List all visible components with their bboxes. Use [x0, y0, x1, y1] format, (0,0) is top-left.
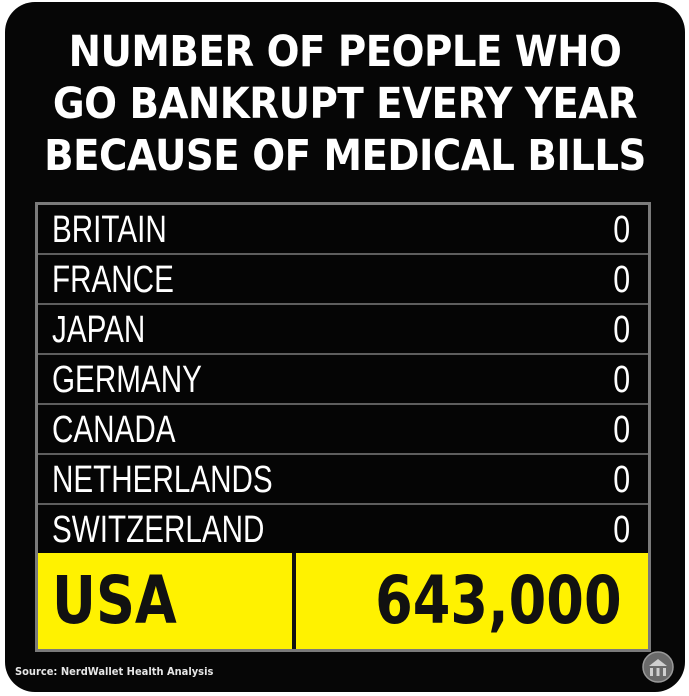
title-line-1: NUMBER OF PEOPLE WHO: [68, 27, 622, 77]
country-label: FRANCE: [52, 259, 174, 301]
country-label: BRITAIN: [52, 209, 167, 251]
country-value: 0: [613, 359, 630, 401]
table-row: BRITAIN 0: [38, 205, 648, 255]
country-value: 0: [613, 309, 630, 351]
country-label: SWITZERLAND: [52, 509, 265, 551]
country-value: 0: [613, 459, 630, 501]
country-value: 0: [613, 509, 630, 551]
table-row: FRANCE 0: [38, 255, 648, 305]
country-label: CANADA: [52, 409, 176, 451]
table-row: SWITZERLAND 0: [38, 505, 648, 555]
usa-row-divider: [292, 553, 296, 649]
infographic: NUMBER OF PEOPLE WHO GO BANKRUPT EVERY Y…: [5, 2, 685, 692]
table-row: JAPAN 0: [38, 305, 648, 355]
table-row: CANADA 0: [38, 405, 648, 455]
country-label: NETHERLANDS: [52, 459, 273, 501]
publisher-logo-icon: [642, 651, 674, 683]
chart-title: NUMBER OF PEOPLE WHO GO BANKRUPT EVERY Y…: [5, 26, 685, 182]
country-value: 0: [613, 409, 630, 451]
table-row: NETHERLANDS 0: [38, 455, 648, 505]
country-label: JAPAN: [52, 309, 146, 351]
source-credit: Source: NerdWallet Health Analysis: [15, 665, 214, 678]
title-line-2: GO BANKRUPT EVERY YEAR: [52, 79, 638, 129]
bankruptcy-table: BRITAIN 0 FRANCE 0 JAPAN 0 GERMANY 0 CANADA 0 NETH…: [35, 202, 651, 652]
usa-value-label: 643,000: [375, 562, 622, 639]
country-label: GERMANY: [52, 359, 202, 401]
usa-row: USA 643,000: [38, 553, 648, 649]
table-row: GERMANY 0: [38, 355, 648, 405]
usa-country-label: USA: [52, 562, 177, 639]
country-value: 0: [613, 209, 630, 251]
title-line-3: BECAUSE OF MEDICAL BILLS: [44, 131, 646, 181]
country-value: 0: [613, 259, 630, 301]
